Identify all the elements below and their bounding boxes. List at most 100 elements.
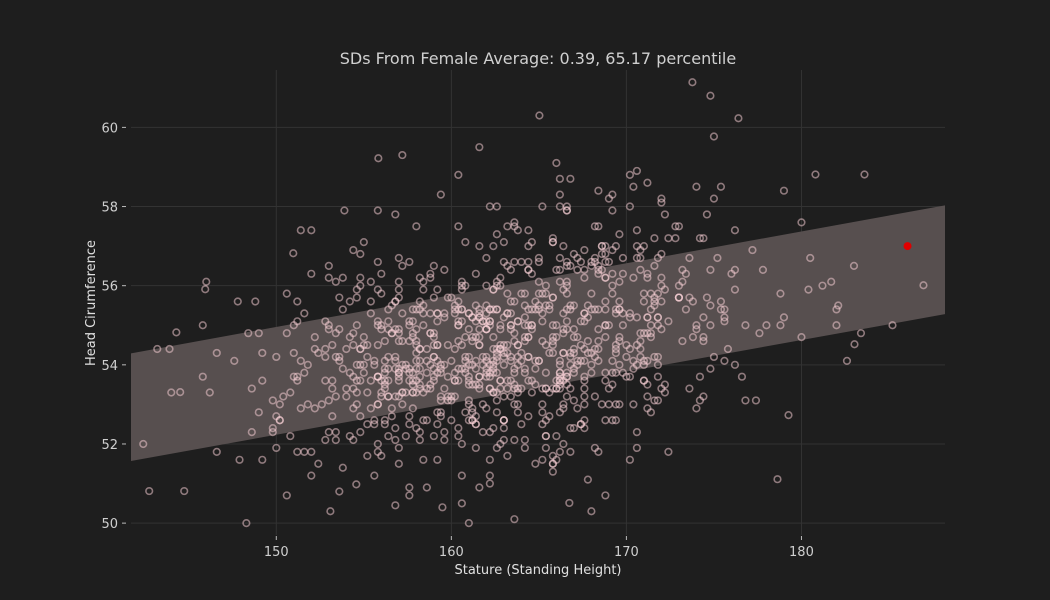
data-point [461, 333, 470, 342]
data-point [531, 459, 540, 468]
data-point [534, 277, 543, 286]
data-point [510, 380, 519, 389]
data-point [520, 301, 529, 310]
data-point [625, 344, 635, 354]
data-point [513, 408, 522, 417]
x-tick-label: 170 [614, 545, 639, 560]
data-point [468, 416, 477, 425]
data-point [394, 376, 403, 385]
data-point [706, 265, 715, 274]
data-point [590, 443, 599, 453]
data-point [349, 340, 358, 350]
data-point [664, 234, 673, 243]
data-point [520, 333, 529, 342]
data-point [443, 372, 452, 381]
data-point [408, 317, 417, 326]
x-axis-label: Stature (Standing Height) [454, 563, 621, 578]
data-point [580, 317, 589, 326]
data-point [370, 471, 379, 480]
data-point [534, 257, 543, 267]
data-point [268, 424, 277, 433]
data-point [258, 376, 267, 385]
data-point [454, 170, 463, 179]
data-point [391, 210, 400, 219]
x-tick-label: 160 [439, 545, 464, 560]
data-point [608, 281, 617, 290]
data-point [506, 297, 515, 306]
data-point [356, 273, 365, 282]
data-point [457, 285, 466, 294]
data-point [580, 273, 589, 282]
data-point [559, 242, 568, 251]
data-point [601, 416, 610, 425]
data-point [447, 356, 456, 365]
data-point [555, 376, 564, 385]
data-point [650, 352, 659, 362]
data-point [527, 388, 536, 397]
data-point [394, 392, 403, 401]
data-point [401, 360, 410, 369]
data-point [860, 170, 869, 179]
data-point [254, 329, 263, 338]
data-point [454, 317, 463, 326]
data-point [394, 368, 403, 377]
data-point [685, 384, 694, 393]
data-point [555, 356, 564, 365]
data-point [555, 265, 564, 274]
data-point [566, 174, 575, 183]
data-point [773, 475, 782, 484]
data-point [268, 428, 277, 437]
data-point [373, 340, 382, 350]
data-point [475, 242, 484, 251]
data-point [356, 412, 365, 421]
data-point [499, 238, 508, 247]
data-point [485, 372, 494, 381]
data-point [548, 459, 557, 468]
data-point [517, 289, 526, 298]
data-point [433, 340, 442, 350]
data-point [415, 297, 424, 306]
data-point [433, 420, 442, 429]
data-point [657, 325, 666, 334]
data-point [573, 333, 582, 342]
data-point [527, 238, 536, 247]
data-point [499, 392, 508, 401]
data-point [461, 364, 470, 373]
data-point [398, 360, 407, 369]
data-point [779, 186, 789, 195]
data-point [720, 313, 729, 322]
data-point [548, 321, 557, 330]
data-point [716, 305, 726, 314]
data-point [314, 459, 323, 468]
data-point [625, 202, 635, 211]
data-point [639, 376, 649, 385]
data-point [832, 321, 841, 330]
data-point [643, 178, 652, 187]
data-point [678, 336, 687, 346]
data-point [310, 333, 319, 342]
data-point [272, 412, 281, 421]
data-point [737, 372, 747, 381]
data-point [559, 400, 568, 409]
data-point [450, 301, 459, 310]
data-point [552, 376, 561, 385]
data-point [562, 257, 571, 267]
data-point [622, 352, 631, 362]
data-point [587, 261, 596, 270]
data-point [548, 333, 557, 342]
data-point [709, 132, 719, 141]
data-point [450, 376, 459, 385]
data-point [692, 182, 701, 191]
data-point [373, 206, 382, 215]
data-point [569, 368, 578, 377]
data-point [485, 471, 494, 480]
data-point [776, 321, 785, 330]
data-point [506, 352, 515, 362]
data-point [198, 372, 207, 381]
data-point [520, 368, 529, 377]
data-point [440, 428, 449, 437]
data-point [601, 321, 610, 330]
data-point [254, 408, 263, 417]
data-point [784, 410, 793, 420]
data-point [597, 400, 606, 409]
